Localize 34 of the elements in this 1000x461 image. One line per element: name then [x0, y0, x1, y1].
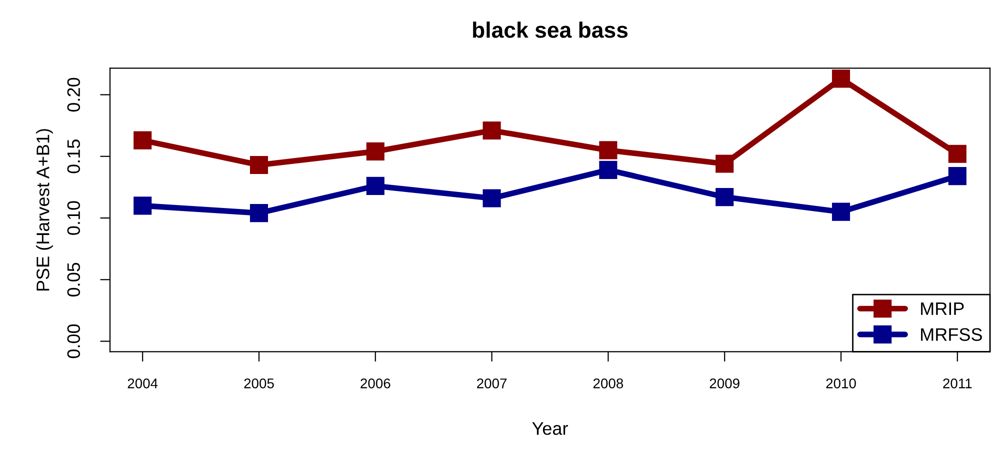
- x-tick-label: 2011: [943, 378, 972, 388]
- legend-label: MRIP: [921, 302, 964, 315]
- x-tick-label: 2008: [593, 378, 624, 388]
- point: [250, 204, 268, 222]
- point: [832, 202, 850, 221]
- point: [482, 121, 501, 140]
- y-tick-label: 0.05: [67, 262, 80, 296]
- point: [599, 141, 618, 160]
- point: [599, 160, 618, 179]
- x-tick-label: 2009: [710, 378, 740, 388]
- point: [832, 70, 850, 88]
- x-axis-title: Year: [532, 422, 568, 435]
- point: [948, 144, 966, 163]
- y-axis-title: PSE (Harvest A+B1): [36, 129, 53, 291]
- point: [366, 142, 384, 160]
- point: [366, 176, 384, 195]
- x-tick-label: 2010: [826, 378, 856, 388]
- point: [482, 189, 501, 208]
- y-tick-label: 0.20: [67, 78, 80, 112]
- x-tick-label: 2005: [244, 378, 274, 388]
- y-tick-label: 0.00: [67, 324, 80, 358]
- point: [134, 131, 152, 150]
- x-tick-label: 2004: [128, 378, 158, 388]
- x-tick-label: 2007: [477, 378, 507, 388]
- point: [948, 167, 966, 186]
- point: [250, 156, 268, 174]
- point: [716, 154, 734, 173]
- point: [716, 188, 734, 206]
- point: [134, 196, 152, 215]
- y-tick-label: 0.15: [67, 140, 80, 174]
- chart-title: black sea bass: [473, 22, 628, 38]
- legend-label: MRFSS: [921, 328, 982, 341]
- x-tick-label: 2006: [360, 378, 390, 388]
- y-tick-label: 0.10: [67, 201, 80, 235]
